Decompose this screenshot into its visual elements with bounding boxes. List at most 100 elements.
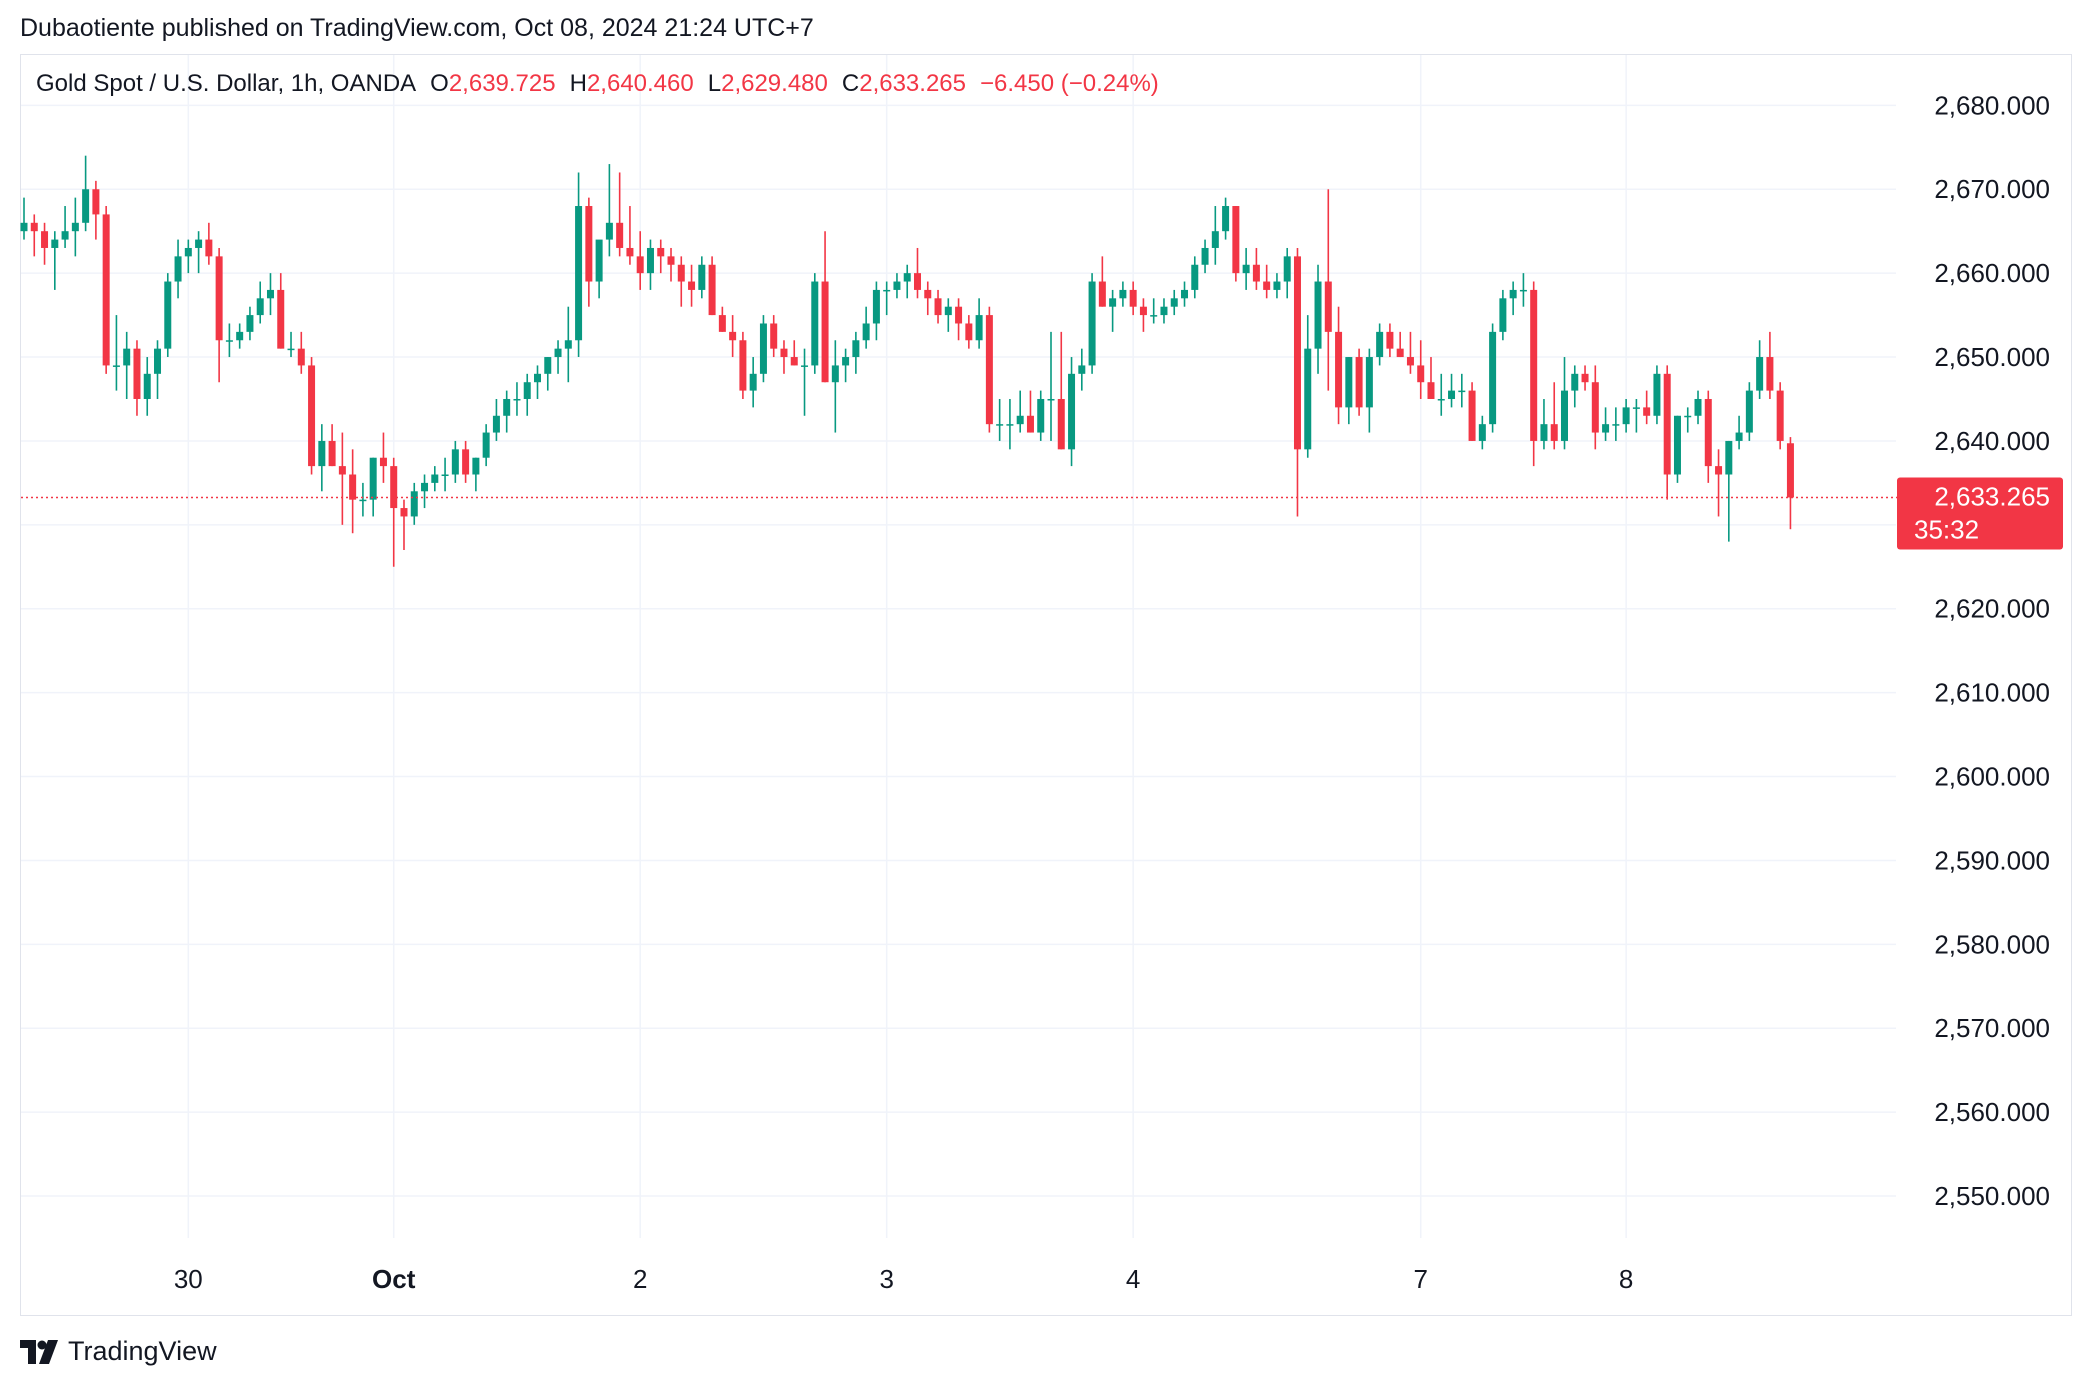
- candle-body: [759, 323, 767, 374]
- candle-body: [831, 365, 839, 383]
- candle: [1283, 247, 1291, 299]
- y-tick-label: 2,610.000: [1934, 678, 2050, 708]
- candle-body: [862, 323, 870, 341]
- high-label: H: [569, 70, 587, 97]
- candle-body: [852, 340, 860, 358]
- candle-body: [883, 289, 891, 292]
- candle: [903, 264, 911, 299]
- candle: [1622, 398, 1630, 433]
- candle-body: [739, 340, 747, 391]
- candle-body: [1478, 424, 1486, 441]
- candle: [164, 273, 172, 358]
- candle-body: [1704, 398, 1712, 467]
- candle: [513, 382, 521, 416]
- candle: [1766, 331, 1774, 399]
- candle-body: [61, 231, 69, 240]
- candle-body: [1037, 398, 1045, 433]
- candle: [1745, 382, 1753, 441]
- candle: [739, 331, 747, 399]
- candle-body: [1273, 281, 1281, 290]
- tradingview-logo[interactable]: TradingView: [20, 1336, 217, 1367]
- candle-body: [780, 348, 788, 358]
- candle: [1612, 407, 1620, 441]
- candle: [801, 348, 809, 416]
- candle: [1160, 298, 1168, 324]
- candle-body: [1561, 390, 1568, 441]
- candle-body: [708, 264, 716, 316]
- candle-body: [1181, 289, 1189, 299]
- candle: [1509, 281, 1517, 316]
- candle-body: [1694, 398, 1702, 416]
- candle: [913, 247, 921, 299]
- symbol-label[interactable]: Gold Spot / U.S. Dollar, 1h, OANDA: [36, 70, 417, 97]
- candle-body: [1776, 390, 1784, 441]
- candle-body: [975, 315, 983, 341]
- candle-body: [729, 331, 737, 341]
- candle-body: [1078, 365, 1086, 374]
- candle-body: [513, 398, 521, 401]
- open-label: O: [430, 70, 449, 97]
- candle-body: [1376, 331, 1384, 358]
- candle: [1437, 373, 1445, 416]
- candle: [554, 340, 562, 374]
- candle: [1232, 206, 1240, 282]
- candle-body: [1509, 289, 1517, 299]
- candle-body: [1519, 289, 1527, 292]
- candle-body: [1314, 281, 1322, 349]
- candle: [1068, 357, 1076, 467]
- candle-body: [554, 348, 562, 358]
- candle-body: [1684, 415, 1692, 418]
- candle-body: [636, 256, 644, 274]
- candle-body: [1468, 390, 1476, 441]
- y-tick-label: 2,600.000: [1934, 762, 2050, 792]
- candle: [1078, 348, 1086, 391]
- candle-body: [143, 373, 151, 399]
- candle-body: [1222, 206, 1230, 232]
- candle-body: [308, 365, 316, 467]
- candle-body: [102, 214, 110, 366]
- candle: [1263, 264, 1271, 299]
- candle-body: [195, 239, 203, 248]
- candle: [1776, 382, 1784, 450]
- y-tick-label: 2,650.000: [1934, 342, 2050, 372]
- x-tick-label: 30: [174, 1264, 203, 1294]
- candle-body: [626, 247, 634, 257]
- candle-body: [256, 298, 264, 316]
- candle-body: [1499, 298, 1507, 332]
- candle: [1786, 437, 1794, 530]
- tradingview-brand-text: TradingView: [68, 1336, 217, 1366]
- candle: [759, 315, 767, 383]
- x-tick-label: Oct: [372, 1264, 416, 1294]
- candle: [1345, 357, 1353, 425]
- y-tick-label: 2,590.000: [1934, 845, 2050, 875]
- candle-body: [913, 273, 921, 290]
- candle: [369, 457, 377, 517]
- candle-body: [492, 415, 500, 433]
- candle: [893, 273, 901, 299]
- candle: [1704, 390, 1712, 483]
- candle-body: [1006, 424, 1014, 426]
- candle: [605, 164, 613, 257]
- candle: [667, 247, 675, 282]
- candle: [688, 264, 696, 307]
- candlestick-series: [20, 155, 1794, 567]
- candle: [790, 340, 798, 366]
- candle: [1139, 298, 1147, 332]
- candle: [1427, 357, 1435, 399]
- candle: [379, 432, 387, 483]
- candle-body: [287, 348, 295, 351]
- candle: [646, 239, 654, 290]
- candle-body: [821, 281, 829, 383]
- candle: [266, 273, 274, 316]
- candle-body: [503, 398, 511, 416]
- candle-body: [82, 189, 90, 223]
- candle-body: [1098, 281, 1106, 307]
- candle-body: [965, 323, 973, 341]
- candle: [1756, 340, 1764, 399]
- candle: [1191, 256, 1199, 299]
- candle: [523, 373, 531, 416]
- candle: [61, 206, 69, 248]
- candle: [996, 398, 1004, 441]
- candle-body: [1283, 256, 1291, 282]
